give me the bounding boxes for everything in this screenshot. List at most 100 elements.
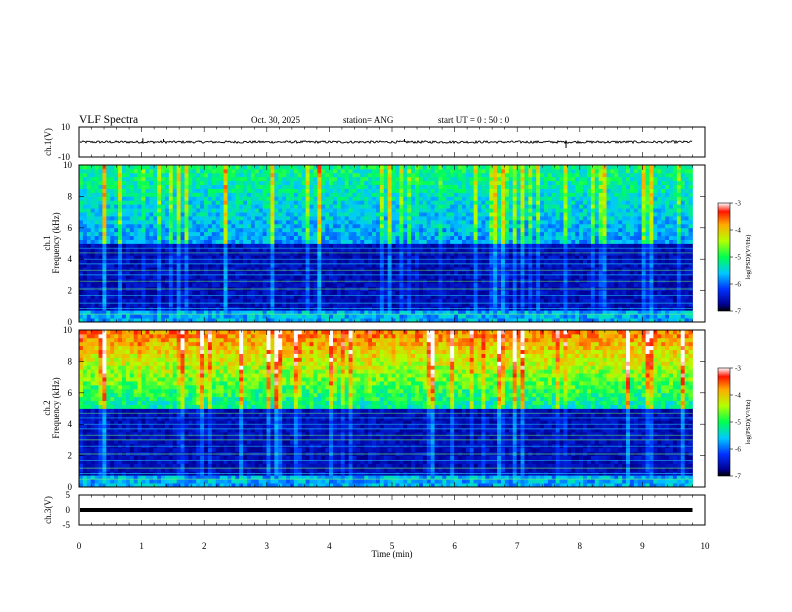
spectrogram-cell	[243, 270, 248, 276]
spectrogram-cell	[254, 231, 260, 237]
spectrogram-cell	[403, 243, 408, 248]
spectrogram-cell	[204, 168, 209, 174]
spectrogram-cell	[94, 239, 99, 244]
spectrogram-cell	[438, 294, 443, 299]
spectrogram-cell	[82, 184, 88, 189]
spectrogram-cell	[356, 219, 361, 225]
spectrogram-cell	[477, 227, 482, 233]
spectrogram-cell	[375, 212, 381, 217]
spectrogram-cell	[422, 216, 428, 221]
spectrogram-cell	[485, 290, 490, 295]
spectrogram-cell	[118, 294, 123, 299]
spectrogram-cell	[157, 302, 162, 307]
spectrogram-cell	[157, 168, 162, 174]
spectrogram-cell	[442, 270, 447, 276]
spectrogram-cell	[286, 227, 291, 233]
spectrogram-cell	[383, 180, 389, 186]
spectrogram-cell	[379, 231, 385, 237]
spectrogram-cell	[442, 302, 447, 307]
spectrogram-cell	[442, 235, 447, 240]
spectrogram-cell	[524, 259, 529, 264]
spectrogram-cell	[438, 314, 443, 319]
spectrogram-cell	[336, 180, 342, 186]
spectrogram-cell	[90, 180, 96, 186]
spectrogram-cell	[243, 188, 248, 193]
spectrogram-cell	[340, 270, 346, 276]
spectrogram-cell	[145, 282, 150, 288]
spectrogram-cell	[383, 282, 389, 288]
spectrogram-cell	[407, 243, 412, 248]
spectrogram-cell	[497, 302, 502, 307]
spectrogram-cell	[98, 200, 103, 205]
spectrogram-cell	[364, 168, 369, 174]
spectrogram-cell	[438, 267, 443, 272]
spectrogram-cell	[157, 192, 162, 197]
spectrogram-cell	[215, 204, 221, 209]
spectrogram-cell	[164, 263, 170, 268]
spectrogram-cell	[364, 176, 369, 182]
spectrogram-cell	[168, 192, 174, 197]
spectrogram-cell	[172, 231, 178, 237]
spectrogram-cell	[391, 176, 396, 182]
spectrogram-cell	[98, 216, 103, 221]
spectrogram-cell	[493, 180, 498, 186]
spectrogram-cell	[172, 216, 178, 221]
spectrogram-cell	[196, 180, 201, 186]
spectrogram-cell	[508, 274, 514, 280]
spectrogram-cell	[239, 192, 244, 197]
spectrogram-cell	[528, 282, 533, 288]
spectrogram-cell	[86, 192, 92, 197]
spectrogram-cell	[227, 180, 232, 186]
spectrogram-cell	[540, 200, 545, 205]
spectrogram-cell	[383, 200, 389, 205]
spectrogram-cell	[313, 239, 318, 244]
spectrogram-cell	[325, 263, 330, 268]
spectrogram-cell	[207, 302, 213, 307]
spectrogram-cell	[473, 212, 478, 217]
spectrogram-cell	[133, 314, 139, 319]
spectrogram-cell	[79, 294, 84, 299]
spectrogram-cell	[176, 204, 181, 209]
spectrogram-cell	[501, 314, 506, 319]
spectrogram-cell	[434, 247, 439, 252]
spectrogram-cell	[375, 219, 381, 225]
spectrogram-cell	[524, 219, 529, 225]
spectrogram-cell	[161, 282, 166, 288]
spectrogram-cell	[356, 263, 361, 268]
spectrogram-cell	[227, 165, 232, 170]
spectrogram-cell	[94, 274, 99, 280]
spectrogram-cell	[454, 263, 459, 268]
spectrogram-cell	[274, 231, 279, 237]
spectrogram-cell	[501, 247, 506, 252]
spectrogram-cell	[114, 176, 119, 182]
spectrogram-cell	[336, 314, 342, 319]
spectrogram-cell	[532, 255, 537, 260]
spectrogram-cell	[477, 259, 482, 264]
spectrogram-cell	[332, 267, 338, 272]
spectrogram-cell	[153, 204, 158, 209]
spectrogram-cell	[411, 200, 416, 205]
spectrogram-cell	[153, 310, 158, 315]
spectrogram-cell	[290, 168, 295, 174]
spectrogram-cell	[395, 165, 400, 170]
spectrogram-cell	[422, 259, 428, 264]
spectrogram-cell	[489, 251, 494, 256]
spectrogram-cell	[321, 176, 326, 182]
spectrogram-cell	[250, 251, 256, 256]
spectrogram-cell	[543, 255, 549, 260]
spectrogram-cell	[336, 223, 342, 229]
spectrogram-cell	[102, 282, 107, 288]
spectrogram-cell	[247, 212, 252, 217]
spectrogram-cell	[329, 263, 334, 268]
spectrogram-cell	[387, 196, 392, 201]
spectrogram-cell	[329, 314, 334, 319]
spectrogram-cell	[368, 298, 373, 303]
spectrogram-cell	[137, 239, 142, 244]
spectrogram-cell	[344, 216, 350, 221]
spectrogram-cell	[512, 227, 518, 233]
spectrogram-cell	[418, 172, 424, 178]
spectrogram-cell	[375, 172, 381, 178]
spectrogram-cell	[250, 176, 256, 182]
spectrogram-cell	[141, 314, 146, 319]
spectrogram-cell	[278, 184, 283, 189]
